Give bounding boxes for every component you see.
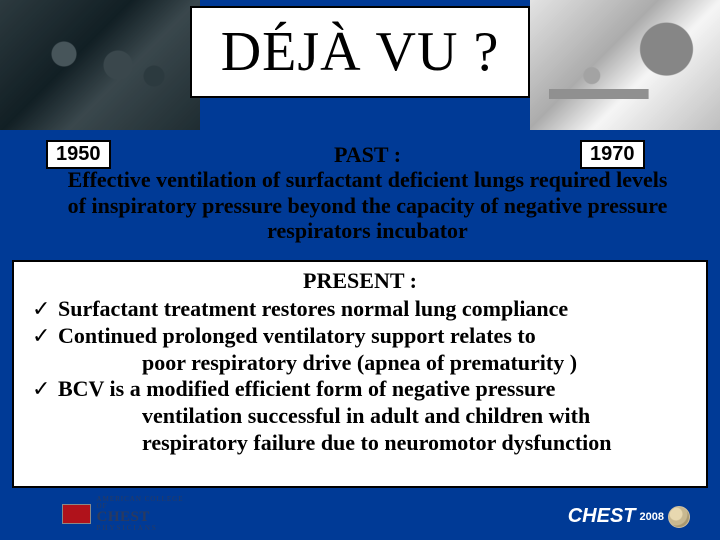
photo-1950 (0, 0, 200, 130)
bullet-1-text: Surfactant treatment restores normal lun… (58, 296, 568, 321)
slide-title: DÉJÀ VU ? (221, 20, 500, 84)
past-heading: PAST : (60, 142, 675, 167)
chest2008-logo: CHEST 2008 (568, 505, 690, 528)
check-icon: ✓ (32, 323, 50, 350)
present-bullets: ✓ Surfactant treatment restores normal l… (32, 296, 688, 457)
present-heading: PRESENT : (32, 268, 688, 294)
accp-text: AMERICAN COLLEGE OF CHEST PHYSICIANS (97, 496, 192, 532)
bullet-3-text: BCV is a modified efficient form of nega… (58, 376, 555, 401)
bullet-1: ✓ Surfactant treatment restores normal l… (32, 296, 688, 323)
present-panel: PRESENT : ✓ Surfactant treatment restore… (12, 260, 708, 488)
globe-icon (668, 506, 690, 528)
bullet-2-cont: poor respiratory drive (apnea of prematu… (58, 350, 688, 377)
chest-word: CHEST (568, 505, 636, 528)
accp-line1: AMERICAN COLLEGE OF (97, 496, 192, 510)
bullet-3-cont: ventilation successful in adult and chil… (58, 403, 688, 457)
footer: AMERICAN COLLEGE OF CHEST PHYSICIANS CHE… (0, 490, 720, 540)
past-body: Effective ventilation of surfactant defi… (68, 167, 668, 243)
bullet-3: ✓ BCV is a modified efficient form of ne… (32, 376, 688, 456)
accp-line3: PHYSICIANS (97, 525, 192, 532)
bullet-2-text: Continued prolonged ventilatory support … (58, 323, 536, 348)
slide-root: DÉJÀ VU ? 1950 1970 PAST : Effective ven… (0, 0, 720, 540)
chest-year: 2008 (640, 511, 664, 523)
title-box: DÉJÀ VU ? (190, 6, 530, 98)
accp-logo: AMERICAN COLLEGE OF CHEST PHYSICIANS (62, 498, 192, 530)
accp-line2: CHEST (97, 510, 192, 525)
check-icon: ✓ (32, 376, 50, 403)
past-section: PAST : Effective ventilation of surfacta… (60, 142, 675, 243)
check-icon: ✓ (32, 296, 50, 323)
accp-badge-icon (62, 504, 91, 524)
bullet-2: ✓ Continued prolonged ventilatory suppor… (32, 323, 688, 377)
photo-1970 (530, 0, 720, 130)
